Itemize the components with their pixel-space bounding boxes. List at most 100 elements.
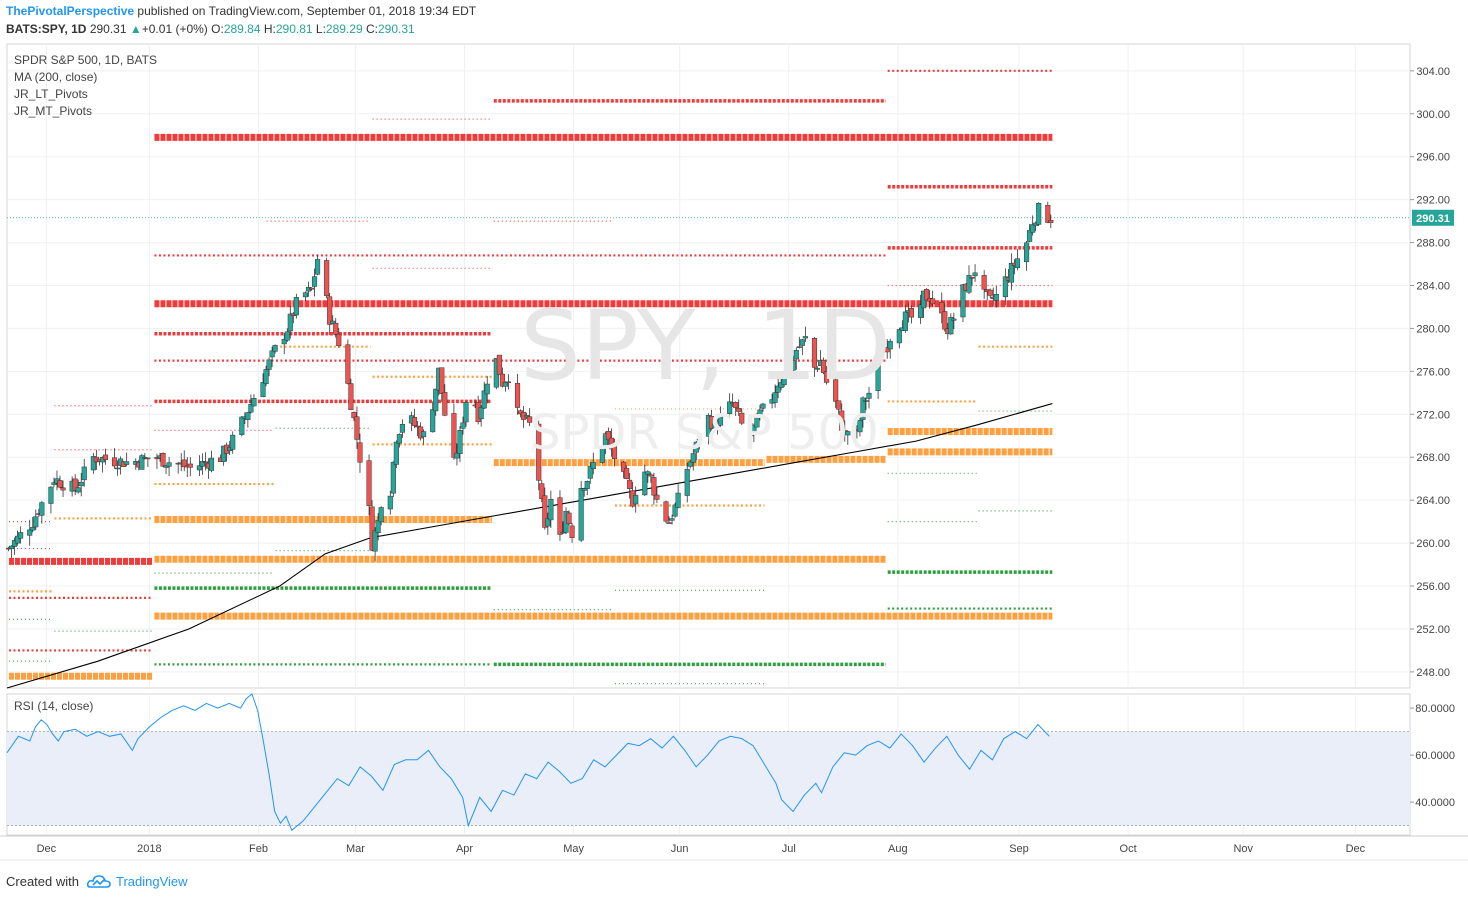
candle-body [751,424,757,434]
candle-body [421,431,427,438]
candle-body [281,339,287,345]
x-tick-label: Jul [782,843,796,855]
low-label: L: [315,22,326,36]
candle-body [263,369,269,385]
candle-body [51,482,57,485]
candle-body [354,416,360,440]
candle-body [902,311,908,331]
candle-body [536,423,542,481]
up-arrow-icon: ▲ [129,22,142,36]
candle-body [269,350,275,358]
candle-body [948,316,954,335]
candle-body [396,434,402,444]
candle-body [599,446,605,463]
candle-body [115,467,121,470]
candle-body [875,355,881,391]
x-tick-label: Sep [1009,843,1029,855]
candle-body [484,383,490,395]
candle-body [187,463,193,468]
candle-body [324,260,330,297]
candle-body [327,296,333,325]
publish-header: ThePivotalPerspective published on Tradi… [6,4,476,18]
candle-body [1008,263,1014,283]
candle-body [605,431,611,440]
legend-ma[interactable]: MA (200, close) [14,70,98,84]
candle-body [499,373,505,387]
candle-body [987,289,993,296]
legend-lt-pivots[interactable]: JR_LT_Pivots [14,87,88,101]
author-link[interactable]: ThePivotalPerspective [6,4,135,18]
legend-mt-pivots[interactable]: JR_MT_Pivots [14,104,93,118]
candle-body [454,452,460,459]
rsi-y-tick-label: 60.0000 [1415,750,1455,762]
candle-body [1048,219,1054,223]
rsi-legend[interactable]: RSI (14, close) [14,699,94,713]
y-tick-label: 292.00 [1416,195,1450,207]
candle-body [366,460,372,506]
candle-body [1002,276,1008,298]
symbol-label[interactable]: BATS:SPY, 1D [6,22,87,36]
y-tick-label: 264.00 [1416,495,1450,507]
candle-body [811,337,818,368]
candle-body [112,457,118,467]
legend-series[interactable]: SPDR S&P 500, 1D, BATS [14,53,157,67]
candle-body [542,495,548,528]
candle-body [896,329,902,344]
candle-body [1045,205,1051,223]
candle-body [27,529,33,536]
candle-body [611,446,618,460]
candle-body [627,479,633,489]
candle-body [245,412,251,420]
price-pane-frame [6,43,1411,689]
publish-info: published on TradingView.com, September … [137,4,477,18]
candle-body [39,502,45,516]
candle-body [18,532,24,539]
candle-body [814,368,821,370]
candle-body [917,304,924,318]
candle-body [308,287,315,290]
candle-body [284,331,290,341]
candle-body [160,453,166,467]
candle-body [739,412,745,424]
candle-body [775,385,781,393]
candle-body [345,344,351,384]
x-tick-label: Dec [1346,843,1366,855]
candle-body [951,318,957,321]
candle-body [463,402,469,423]
candle-body [333,322,339,335]
candle-body [1027,230,1033,242]
candle-body [584,481,590,489]
candle-body [514,383,521,408]
candle-body [645,471,651,475]
candle-body [966,275,972,293]
rsi-pane [6,693,1410,832]
close-value: 290.31 [377,22,415,36]
x-tick-label: Mar [346,843,365,855]
time-axis: Dec 2018 Feb Mar Apr May Jun Jul Aug Sep Oct Nov Dec [37,843,1366,855]
candle-body [527,416,533,423]
candle-body [272,345,278,352]
candle-body [833,379,839,402]
candle-body [433,388,439,412]
rsi-band [7,731,1410,826]
y-tick-label: 300.00 [1416,109,1450,121]
candle-body [672,504,678,517]
candle-body [736,408,742,412]
candle-body [33,516,39,528]
candle-body [348,383,354,410]
candle-body [390,461,396,494]
candle-body [648,474,654,477]
tradingview-cloud-icon [86,875,111,888]
footer: Created with TradingView [6,872,188,889]
candle-body [60,487,66,491]
candle-body [548,498,554,521]
candle-body [687,461,693,467]
candle-body [608,437,615,450]
tradingview-link[interactable]: TradingView [116,874,188,889]
candle-body [369,506,375,551]
y-tick-label: 296.00 [1416,152,1450,164]
candle-body [72,478,78,491]
candle-body [878,353,884,356]
y-tick-label: 252.00 [1416,624,1450,636]
